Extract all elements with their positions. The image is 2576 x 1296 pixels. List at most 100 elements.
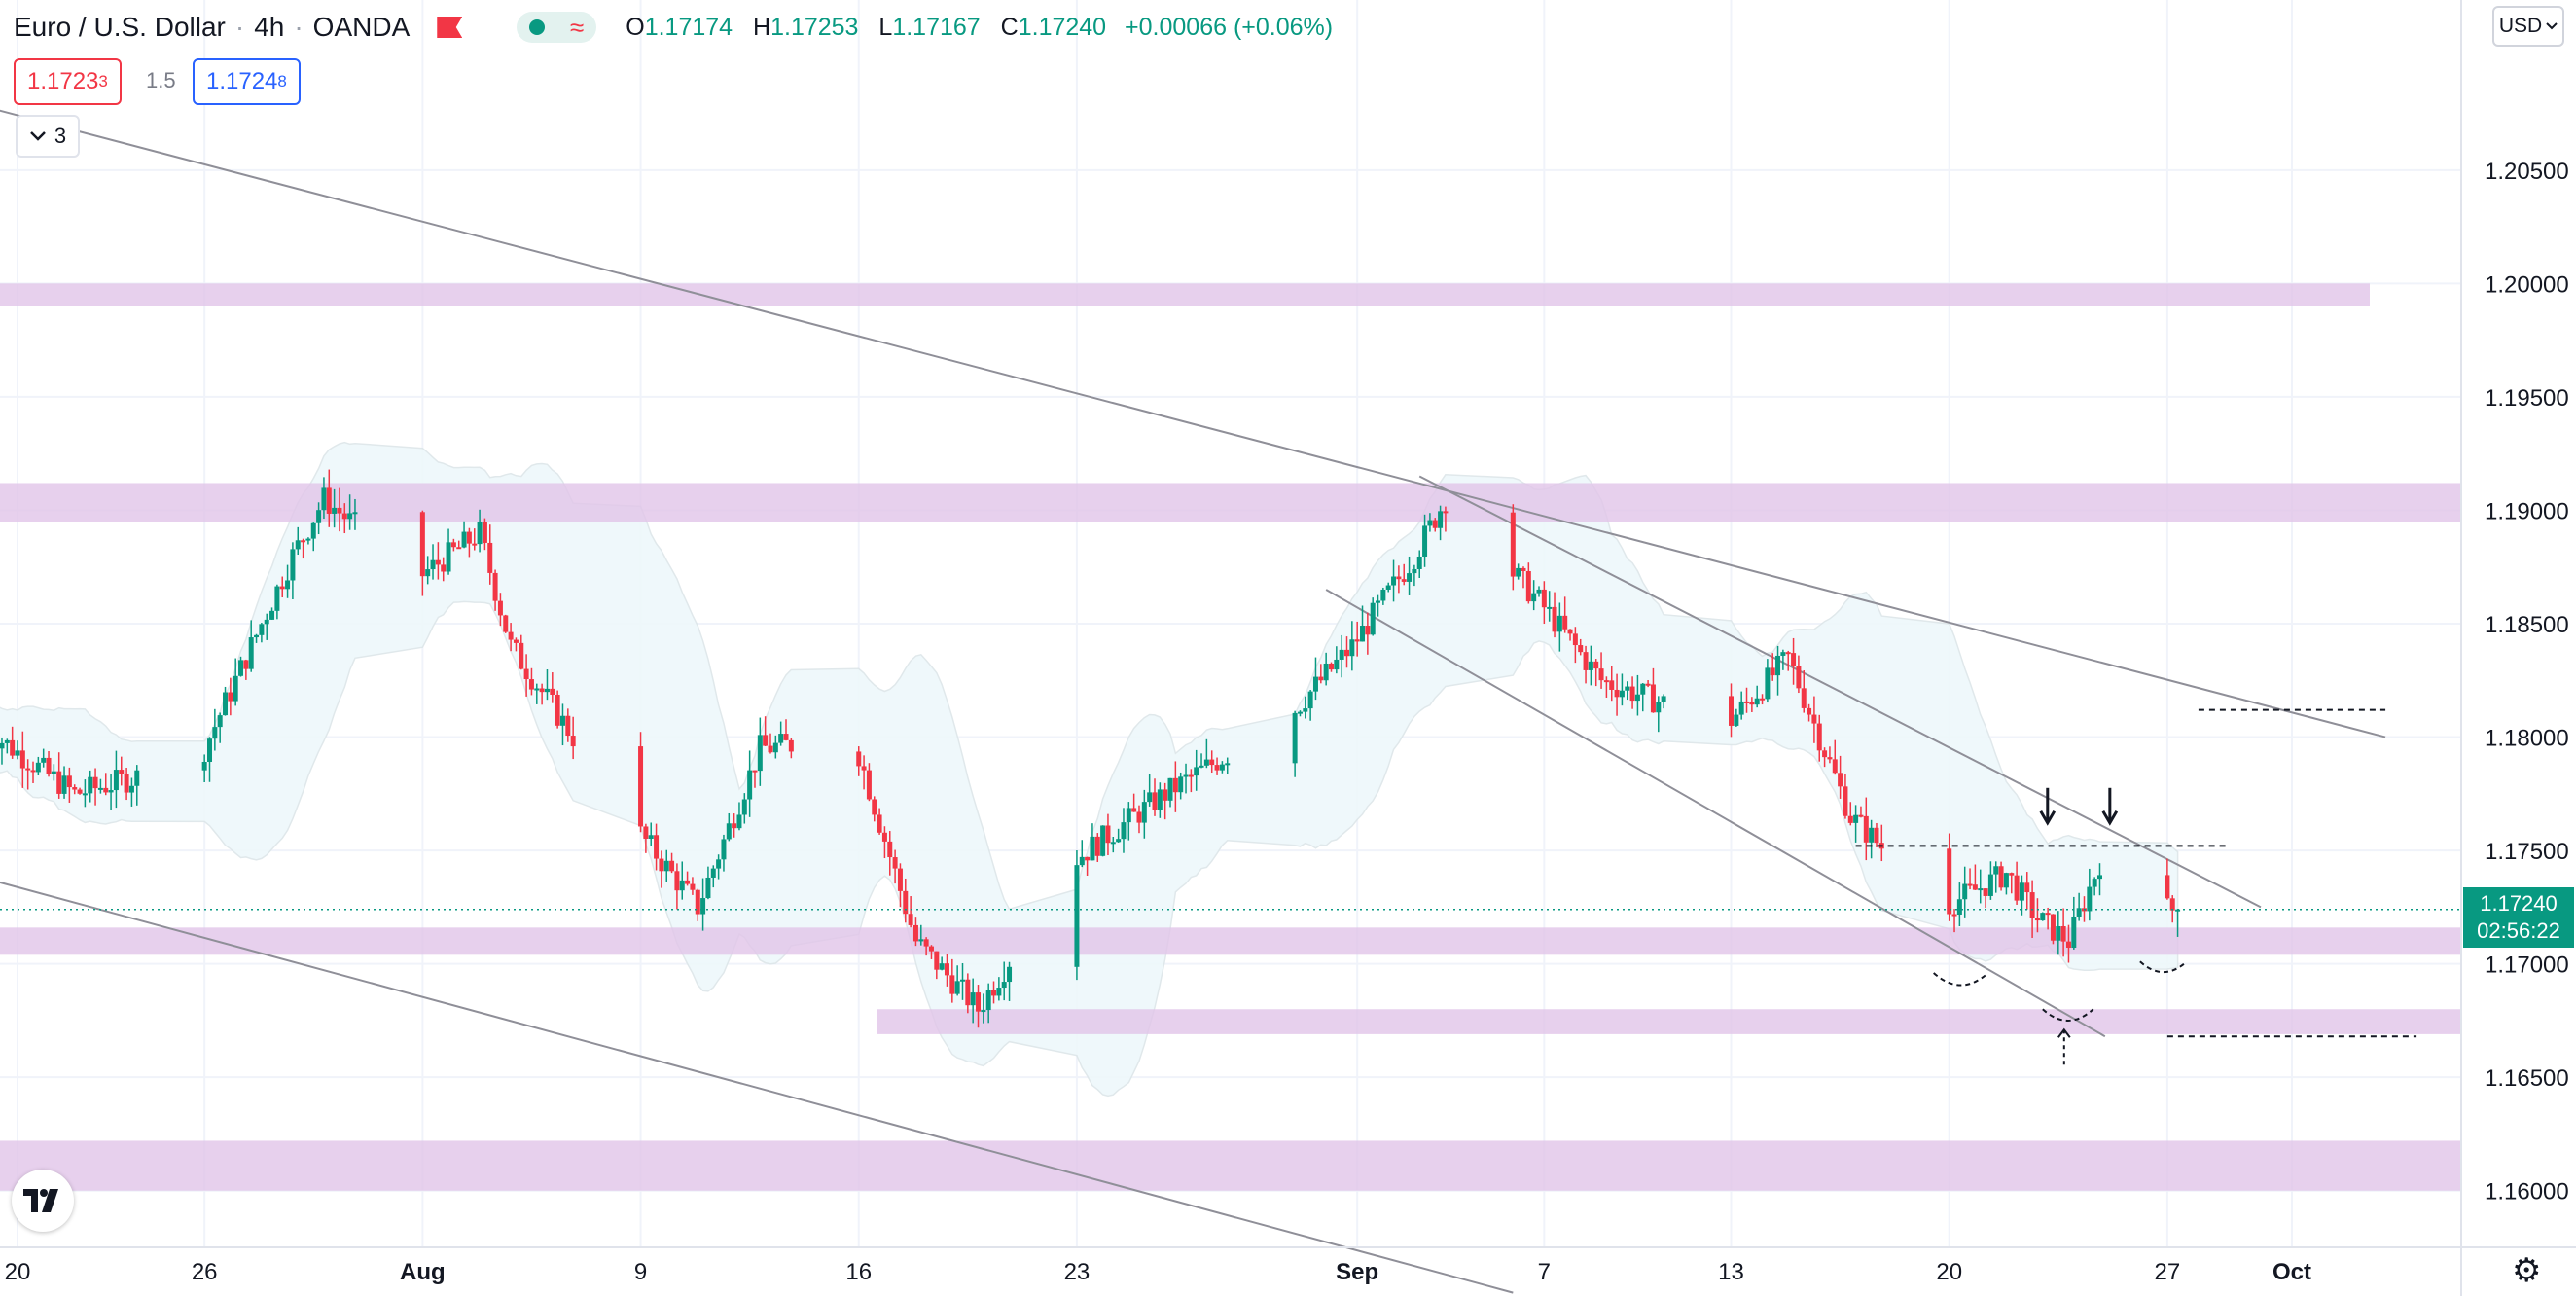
- candle-body: [1318, 676, 1324, 681]
- candle-body: [128, 785, 134, 793]
- symbol-title[interactable]: Euro / U.S. Dollar: [14, 12, 226, 42]
- candle-body: [341, 513, 347, 520]
- candle-body: [1172, 777, 1178, 793]
- candle-body: [1297, 711, 1303, 714]
- candle-body: [663, 860, 669, 872]
- high-label: H: [753, 13, 771, 41]
- time-tick-label: 23: [1064, 1259, 1091, 1285]
- candle-body: [1380, 589, 1386, 601]
- candle-body: [1987, 874, 1993, 896]
- candle-body: [513, 639, 519, 643]
- candle-body: [46, 757, 52, 774]
- candle-body: [1807, 707, 1812, 715]
- candle-body: [1816, 723, 1822, 751]
- sell-button[interactable]: 1.1723 3: [14, 58, 122, 105]
- supply-demand-zone: [0, 283, 2370, 306]
- supply-demand-zone: [0, 483, 2461, 522]
- candle-body: [264, 619, 269, 625]
- candle-body: [1588, 661, 1593, 670]
- candle-body: [934, 951, 940, 970]
- candle-body: [1801, 688, 1807, 708]
- chart-header: Euro / U.S. Dollar · 4h · OANDA ≈ O1.171…: [0, 0, 1333, 54]
- candle-body: [981, 1010, 986, 1013]
- candle-body: [550, 688, 555, 695]
- candle-body: [332, 507, 338, 514]
- candle-body: [508, 631, 514, 640]
- data-wave-icon: ≈: [570, 13, 585, 42]
- candle-body: [446, 542, 451, 572]
- indicators-count: 3: [54, 124, 67, 148]
- candle-body: [2165, 875, 2170, 899]
- interval-label[interactable]: 4h: [254, 12, 285, 42]
- candle-body: [1178, 776, 1184, 793]
- gear-icon[interactable]: ⚙: [2512, 1252, 2542, 1289]
- currency-select[interactable]: USD: [2492, 6, 2564, 47]
- candle-body: [1572, 633, 1578, 646]
- price-tick-label: 1.20500: [2485, 159, 2569, 185]
- candle-body: [1188, 774, 1194, 777]
- supply-demand-zone: [0, 1140, 2461, 1191]
- candle-body: [1967, 883, 1973, 886]
- indicators-toggle-button[interactable]: 3: [16, 115, 80, 158]
- candle-body: [1349, 639, 1355, 657]
- candle-body: [441, 564, 447, 572]
- broker-label[interactable]: OANDA: [312, 12, 411, 42]
- market-status-pill[interactable]: ≈: [517, 12, 597, 43]
- candle-body: [1869, 827, 1875, 843]
- candle-body: [1744, 701, 1750, 703]
- candle-body: [233, 675, 238, 702]
- candle-body: [0, 742, 5, 749]
- candle-body: [425, 569, 431, 577]
- candle-body: [223, 692, 229, 716]
- sell-price-pip: 3: [98, 72, 108, 90]
- candle-body: [2092, 879, 2097, 887]
- candle-body: [1796, 666, 1802, 689]
- open-value: 1.17174: [644, 13, 733, 41]
- candle-body: [726, 823, 732, 840]
- spread-value: 1.5: [146, 68, 176, 92]
- candle-body: [2087, 886, 2093, 912]
- candle-body: [113, 770, 119, 791]
- candle-body: [285, 580, 291, 590]
- buy-button[interactable]: 1.1724 8: [193, 58, 301, 105]
- candle-body: [1536, 589, 1542, 594]
- candle-body: [1105, 825, 1111, 844]
- candle-body: [1770, 667, 1775, 676]
- candle-body: [643, 826, 649, 839]
- candle-body: [61, 775, 67, 794]
- candle-body: [881, 832, 887, 842]
- candle-body: [1396, 576, 1402, 580]
- candle-body: [1552, 606, 1557, 632]
- candle-body: [217, 715, 223, 728]
- candle-body: [1365, 626, 1371, 635]
- candle-body: [1438, 511, 1444, 528]
- candle-body: [1432, 520, 1438, 528]
- market-open-dot-icon: [529, 19, 546, 35]
- candle-body: [1603, 680, 1609, 683]
- trend-line: [0, 881, 1514, 1294]
- currency-label: USD: [2498, 15, 2543, 37]
- candle-body: [1983, 888, 1988, 896]
- candle-body: [2071, 916, 2077, 949]
- candle-body: [201, 761, 207, 771]
- candle-body: [305, 538, 311, 541]
- price-tick-label: 1.16500: [2485, 1065, 2569, 1092]
- supply-demand-zone: [0, 927, 2461, 955]
- candle-body: [295, 540, 301, 550]
- candle-body: [482, 522, 487, 543]
- flag-icon[interactable]: [437, 17, 462, 38]
- candle-body: [1749, 702, 1755, 705]
- candle-body: [705, 877, 711, 899]
- candle-body: [528, 679, 534, 690]
- candle-body: [555, 694, 560, 726]
- candle-body: [321, 487, 327, 511]
- candle-body: [1525, 570, 1531, 602]
- candle-body: [2056, 926, 2061, 941]
- candle-body: [1147, 792, 1153, 803]
- candle-body: [1547, 606, 1553, 609]
- candle-body: [1412, 568, 1417, 574]
- tradingview-logo-icon[interactable]: [12, 1170, 74, 1232]
- trend-line: [1325, 589, 2106, 1038]
- candle-body: [1754, 698, 1760, 705]
